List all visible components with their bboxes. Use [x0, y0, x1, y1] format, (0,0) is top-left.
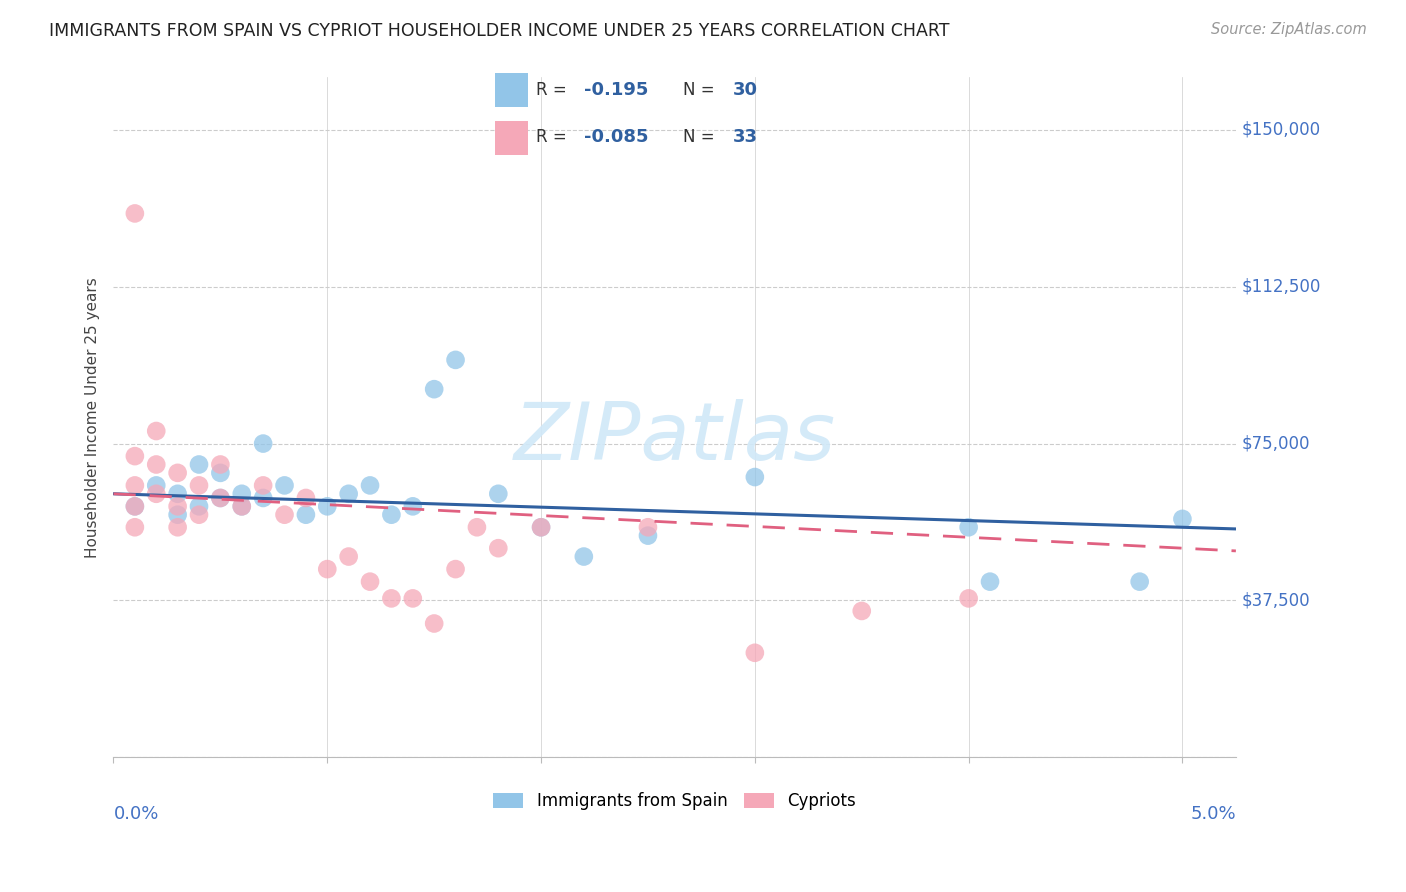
Point	[337, 549, 360, 564]
Point	[359, 478, 381, 492]
Point	[1171, 512, 1194, 526]
Point	[1129, 574, 1152, 589]
Point	[744, 470, 766, 484]
Text: $112,500: $112,500	[1241, 277, 1320, 295]
Point	[231, 487, 253, 501]
Text: R =: R =	[536, 80, 572, 99]
Text: 0.0%: 0.0%	[114, 805, 159, 823]
Point	[231, 500, 253, 514]
Point	[188, 478, 211, 492]
Point	[337, 487, 360, 501]
Point	[209, 458, 232, 472]
Point	[957, 591, 980, 606]
Point	[166, 520, 188, 534]
Point	[252, 478, 274, 492]
Point	[124, 500, 146, 514]
Point	[166, 466, 188, 480]
Point	[188, 500, 211, 514]
Point	[145, 424, 167, 438]
Point	[380, 591, 402, 606]
Point	[530, 520, 553, 534]
Point	[359, 574, 381, 589]
Point	[166, 487, 188, 501]
Point	[124, 478, 146, 492]
Point	[145, 458, 167, 472]
Point	[166, 500, 188, 514]
Point	[295, 491, 318, 505]
Point	[124, 206, 146, 220]
Point	[188, 458, 211, 472]
Point	[530, 520, 553, 534]
Point	[465, 520, 488, 534]
Text: 30: 30	[733, 80, 758, 99]
Text: Source: ZipAtlas.com: Source: ZipAtlas.com	[1211, 22, 1367, 37]
Point	[295, 508, 318, 522]
Point	[316, 500, 339, 514]
Text: IMMIGRANTS FROM SPAIN VS CYPRIOT HOUSEHOLDER INCOME UNDER 25 YEARS CORRELATION C: IMMIGRANTS FROM SPAIN VS CYPRIOT HOUSEHO…	[49, 22, 949, 40]
Text: N =: N =	[683, 128, 720, 146]
Point	[124, 520, 146, 534]
Point	[444, 352, 467, 367]
Point	[252, 436, 274, 450]
Y-axis label: Householder Income Under 25 years: Householder Income Under 25 years	[86, 277, 100, 558]
Text: -0.085: -0.085	[585, 128, 648, 146]
Point	[252, 491, 274, 505]
Point	[273, 508, 295, 522]
Point	[402, 591, 425, 606]
Point	[380, 508, 402, 522]
Point	[744, 646, 766, 660]
FancyBboxPatch shape	[495, 73, 529, 106]
Point	[124, 500, 146, 514]
FancyBboxPatch shape	[495, 121, 529, 155]
Point	[637, 520, 659, 534]
Point	[188, 508, 211, 522]
Text: ZIPatlas: ZIPatlas	[513, 399, 835, 477]
Text: $150,000: $150,000	[1241, 120, 1320, 139]
Point	[637, 528, 659, 542]
Point	[423, 616, 446, 631]
Text: -0.195: -0.195	[585, 80, 648, 99]
Text: $37,500: $37,500	[1241, 591, 1310, 609]
Text: 33: 33	[733, 128, 758, 146]
Point	[145, 478, 167, 492]
Point	[231, 500, 253, 514]
Text: $75,000: $75,000	[1241, 434, 1310, 452]
Point	[402, 500, 425, 514]
Point	[851, 604, 873, 618]
Point	[486, 541, 509, 556]
Point	[145, 487, 167, 501]
Point	[316, 562, 339, 576]
Point	[979, 574, 1001, 589]
Point	[423, 382, 446, 396]
Point	[209, 466, 232, 480]
Point	[444, 562, 467, 576]
Point	[957, 520, 980, 534]
Legend: Immigrants from Spain, Cypriots: Immigrants from Spain, Cypriots	[486, 786, 863, 817]
Point	[486, 487, 509, 501]
Text: 5.0%: 5.0%	[1191, 805, 1236, 823]
Text: N =: N =	[683, 80, 720, 99]
Point	[209, 491, 232, 505]
Text: R =: R =	[536, 128, 572, 146]
Point	[124, 449, 146, 463]
Point	[209, 491, 232, 505]
Point	[166, 508, 188, 522]
Point	[273, 478, 295, 492]
Point	[572, 549, 595, 564]
